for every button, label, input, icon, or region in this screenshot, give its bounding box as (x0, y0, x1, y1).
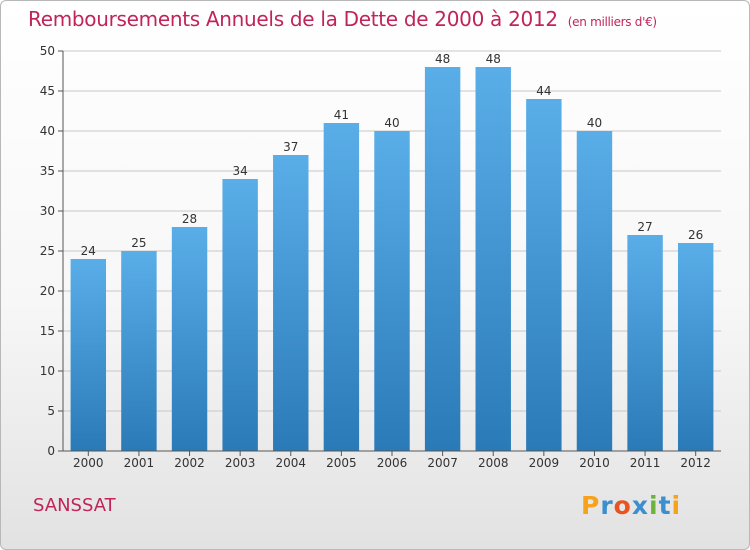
bars (70, 67, 714, 451)
chart-title-text: Remboursements Annuels de la Dette de 20… (28, 7, 558, 31)
y-tick-label: 35 (40, 164, 55, 178)
bar-2011 (627, 235, 663, 451)
bar-2000 (70, 259, 107, 451)
y-tick-label: 15 (40, 324, 55, 338)
chart-title: Remboursements Annuels de la Dette de 20… (28, 7, 657, 31)
y-tick-label: 50 (40, 44, 55, 58)
logo-letter: x (631, 491, 649, 520)
logo-letter: r (600, 491, 614, 520)
labels: 0 5 10 15 20 25 30 35 40 45 50 2000 24 2001 25 2002 28 20… (40, 44, 711, 470)
bar-value-label: 28 (182, 212, 197, 226)
bar-value-label: 27 (637, 220, 652, 234)
x-tick-label: 2002 (174, 456, 205, 470)
logo-letter: P (581, 491, 601, 520)
bar-value-label: 40 (587, 116, 602, 130)
bar-2008 (475, 67, 511, 451)
x-tick-label: 2009 (529, 456, 560, 470)
chart-unit: (en milliers d'€) (567, 15, 657, 29)
y-tick-label: 0 (47, 444, 55, 458)
y-tick-label: 5 (47, 404, 55, 418)
bar-2004 (273, 155, 309, 451)
x-tick-label: 2000 (73, 456, 104, 470)
logo-letter: o (613, 491, 632, 520)
bar-value-label: 34 (233, 164, 248, 178)
y-tick-label: 30 (40, 204, 55, 218)
bar-2002 (171, 227, 208, 451)
logo-letter: i (649, 491, 659, 520)
x-tick-label: 2011 (630, 456, 661, 470)
bar-value-label: 48 (435, 52, 450, 66)
bar-value-label: 40 (384, 116, 399, 130)
bar-2001 (121, 251, 157, 451)
bar-value-label: 44 (536, 84, 551, 98)
x-tick-label: 2010 (579, 456, 610, 470)
commune-name: SANSSAT (33, 495, 116, 516)
bar-value-label: 37 (283, 140, 298, 154)
logo-letter: i (671, 491, 682, 520)
bar-value-label: 26 (688, 228, 703, 242)
x-tick-label: 2007 (427, 456, 458, 470)
axes (58, 50, 721, 456)
y-tick-label: 25 (40, 244, 55, 258)
bar-value-label: 25 (131, 236, 146, 250)
proxiti-logo[interactable]: Proxiti (581, 491, 681, 520)
x-tick-label: 2004 (275, 456, 306, 470)
bar-2005 (323, 123, 360, 451)
bar-2012 (677, 243, 714, 451)
x-tick-label: 2006 (377, 456, 408, 470)
bar-2009 (526, 99, 562, 451)
x-tick-label: 2005 (326, 456, 357, 470)
x-tick-label: 2001 (124, 456, 155, 470)
x-tick-label: 2012 (680, 456, 711, 470)
bar-value-label: 24 (81, 244, 96, 258)
y-tick-label: 10 (40, 364, 55, 378)
bar-2003 (222, 179, 258, 451)
bar-value-label: 41 (334, 108, 349, 122)
bar-2007 (424, 67, 461, 451)
y-tick-label: 20 (40, 284, 55, 298)
y-tick-label: 40 (40, 124, 55, 138)
bar-2006 (374, 131, 410, 451)
bar-value-label: 48 (486, 52, 501, 66)
x-tick-label: 2008 (478, 456, 509, 470)
x-tick-label: 2003 (225, 456, 256, 470)
bar-2010 (576, 131, 613, 451)
y-tick-label: 45 (40, 84, 55, 98)
logo-letter: t (658, 491, 672, 520)
